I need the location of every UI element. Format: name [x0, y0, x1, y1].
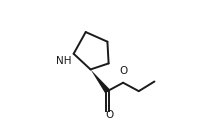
- Polygon shape: [91, 69, 110, 93]
- Text: O: O: [105, 110, 113, 120]
- Text: O: O: [119, 66, 128, 76]
- Text: NH: NH: [56, 56, 71, 66]
